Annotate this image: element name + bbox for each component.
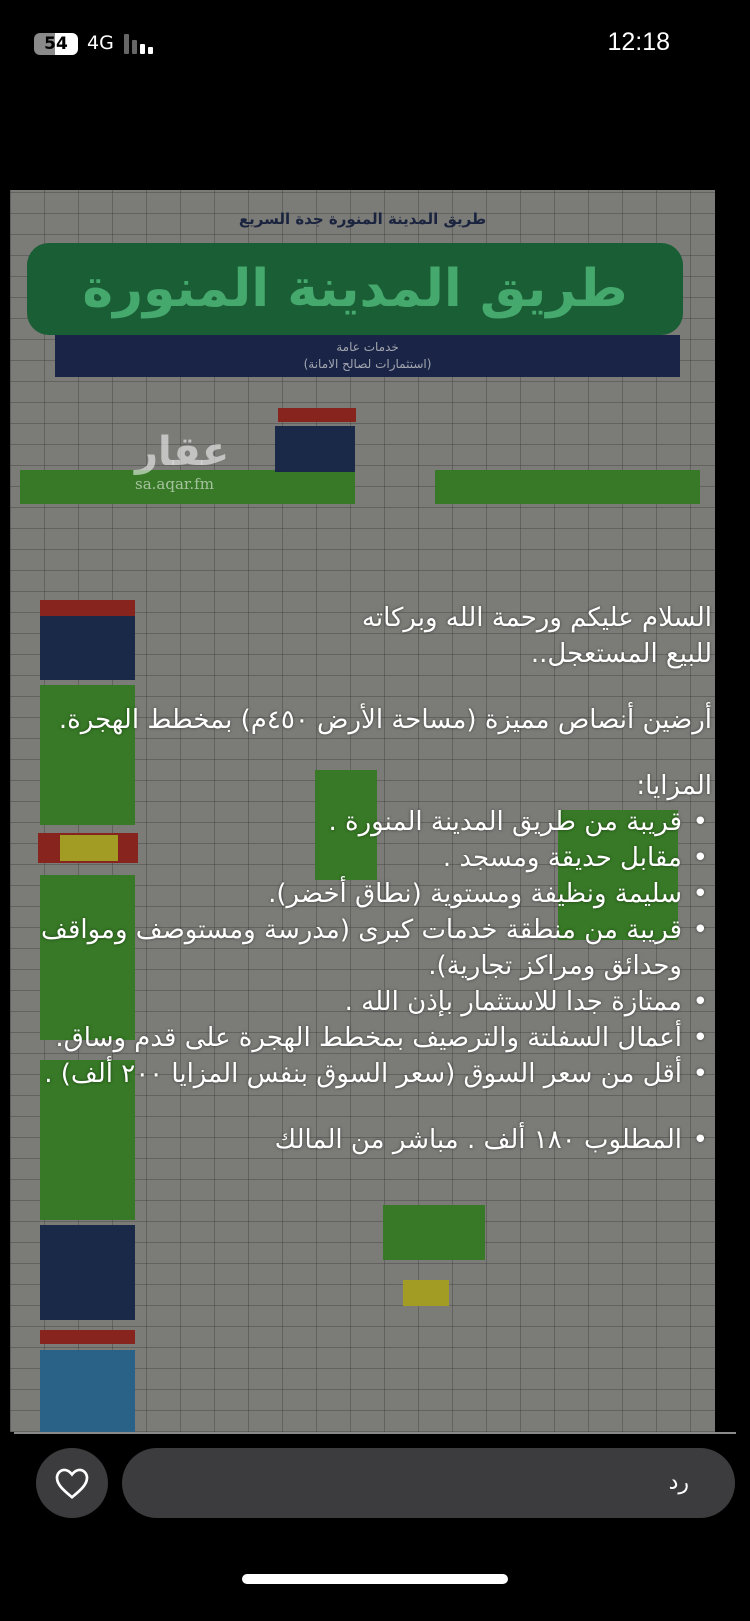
map-block	[40, 1350, 135, 1432]
map-services-label: خدمات عامة	[336, 340, 399, 354]
map-block	[275, 426, 355, 472]
map-green-strip	[20, 470, 355, 504]
story-progress-bar	[14, 1432, 736, 1434]
map-banner-title: طريق المدينة المنورة	[27, 243, 683, 335]
features-list: قريبة من طريق المدينة المنورة . مقابل حد…	[22, 804, 712, 1092]
heart-icon	[55, 1468, 89, 1500]
map-park	[40, 685, 135, 825]
watermark-url: sa.aqar.fm	[135, 475, 214, 493]
map-top-caption: طريق المدينة المنورة جدة السريع	[238, 210, 487, 228]
network-type: 4G	[87, 32, 114, 54]
description: أرضين أنصاص مميزة (مساحة الأرض ٤٥٠م) بمخ…	[58, 705, 712, 735]
feature-item: مقابل حديقة ومسجد .	[22, 840, 712, 876]
feature-item: أقل من سعر السوق (سعر السوق بنفس المزايا…	[22, 1056, 712, 1092]
feature-item: سليمة ونظيفة ومستوية (نطاق أخضر).	[22, 876, 712, 912]
like-button[interactable]	[36, 1448, 108, 1518]
price-item: المطلوب ١٨٠ ألف . مباشر من المالك	[22, 1122, 712, 1158]
status-bar: 54 4G 12:18	[0, 0, 750, 90]
map-services-band: خدمات عامة (استثمارات لصالح الامانة)	[55, 335, 680, 377]
map-green-strip	[435, 470, 700, 504]
map-mosque	[403, 1280, 449, 1306]
map-services-note: (استثمارات لصالح الامانة)	[303, 357, 432, 371]
watermark-logo: عقار	[135, 429, 230, 475]
feature-item: قريبة من طريق المدينة المنورة .	[22, 804, 712, 840]
clock: 12:18	[607, 28, 670, 56]
map-parking	[40, 1330, 135, 1344]
map-parking	[278, 408, 356, 422]
feature-item: قريبة من منطقة خدمات كبرى (مدرسة ومستوصف…	[22, 912, 712, 984]
map-park	[383, 1205, 485, 1260]
watermark: عقار sa.aqar.fm	[135, 430, 229, 494]
map-block	[40, 1225, 135, 1320]
signal-icon	[124, 34, 156, 54]
feature-item: أعمال السفلتة والترصيف بمخطط الهجرة على …	[22, 1020, 712, 1056]
features-title: المزايا:	[636, 771, 712, 801]
home-indicator[interactable]	[242, 1574, 508, 1584]
map-parking	[40, 600, 135, 616]
greeting: السلام عليكم ورحمة الله وبركاته	[361, 603, 712, 633]
story-text-overlay: السلام عليكم ورحمة الله وبركاته للبيع ال…	[22, 600, 712, 1158]
map-block	[40, 616, 135, 680]
headline: للبيع المستعجل..	[530, 639, 712, 669]
battery-indicator: 54	[34, 33, 78, 55]
reply-input[interactable]: رد	[122, 1448, 735, 1518]
feature-item: ممتازة جدا للاستثمار بإذن الله .	[22, 984, 712, 1020]
